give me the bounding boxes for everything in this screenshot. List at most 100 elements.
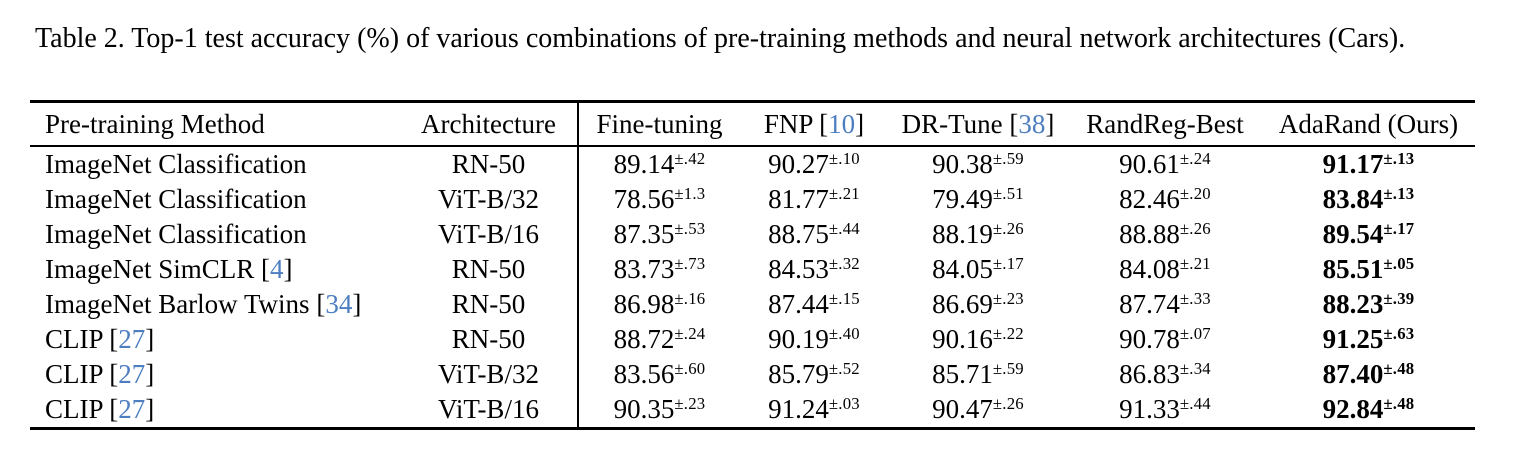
table-row: CLIP [27] ViT-B/16 90.35±.23 91.24±.03 90.47…	[30, 392, 1475, 429]
accuracy-value: 87.35	[613, 219, 675, 249]
value-cell: 90.27±.10	[740, 146, 888, 182]
citation-link[interactable]: 34	[325, 289, 353, 319]
citation-link[interactable]: 27	[118, 394, 146, 424]
stddev-superscript: ±.34	[1179, 358, 1211, 378]
stddev-superscript: ±.51	[992, 183, 1024, 203]
stddev-superscript: ±.20	[1179, 183, 1211, 203]
architecture-cell: RN-50	[400, 252, 579, 287]
citation-link[interactable]: 27	[118, 324, 146, 354]
value-cell: 84.08±.21	[1068, 252, 1262, 287]
column-header-fine-tuning: Fine-tuning	[578, 101, 740, 147]
label-text: Fine-tuning	[596, 108, 723, 139]
architecture-cell: RN-50	[400, 146, 579, 182]
stddev-superscript: ±.17	[992, 253, 1024, 273]
column-header-adarand-ours: AdaRand (Ours)	[1262, 101, 1475, 147]
value-cell: 85.71±.59	[888, 357, 1068, 392]
value-cell: 86.83±.34	[1068, 357, 1262, 392]
accuracy-value: 88.72	[613, 324, 675, 354]
value-cell: 90.78±.07	[1068, 322, 1262, 357]
value-cell: 91.24±.03	[740, 392, 888, 429]
stddev-superscript: ±.44	[828, 218, 860, 238]
stddev-superscript: ±.22	[992, 323, 1024, 343]
accuracy-value: 91.24	[768, 394, 829, 424]
accuracy-value: 90.35	[613, 394, 675, 424]
method-cell: ImageNet Classification	[30, 217, 400, 252]
stddev-superscript: ±.21	[1179, 253, 1211, 273]
accuracy-value: 90.38	[932, 149, 993, 179]
column-header-architecture: Architecture	[400, 101, 579, 147]
stddev-superscript: ±.32	[828, 253, 860, 273]
accuracy-value: 87.44	[768, 289, 829, 319]
stddev-superscript: ±.73	[674, 253, 706, 273]
architecture-cell: ViT-B/16	[400, 217, 579, 252]
citation-link[interactable]: 10	[828, 108, 856, 139]
value-cell: 88.19±.26	[888, 217, 1068, 252]
stddev-superscript: ±.07	[1179, 323, 1211, 343]
citation-link[interactable]: 27	[118, 359, 146, 389]
citation-link[interactable]: 4	[269, 254, 284, 284]
accuracy-value: 84.53	[768, 254, 829, 284]
accuracy-value: 83.73	[613, 254, 675, 284]
citation-link[interactable]: 38	[1018, 108, 1046, 139]
stddev-superscript: ±.26	[992, 393, 1024, 413]
value-cell: 89.14±.42	[578, 146, 740, 182]
stddev-superscript: ±.24	[1179, 148, 1211, 168]
value-cell: 91.17±.13	[1262, 146, 1475, 182]
accuracy-value: 79.49	[932, 184, 993, 214]
stddev-superscript: ±.13	[1383, 183, 1415, 203]
value-cell: 89.54±.17	[1262, 217, 1475, 252]
results-table: Pre-training Method Architecture Fine-tuni…	[30, 100, 1475, 430]
table-row: ImageNet Barlow Twins [34] RN-50 86.98±.16…	[30, 287, 1475, 322]
value-cell: 83.84±.13	[1262, 182, 1475, 217]
column-header-fnp: FNP [10]	[740, 101, 888, 147]
accuracy-value: 84.05	[932, 254, 993, 284]
table-caption: Table 2. Top-1 test accuracy (%) of vari…	[35, 23, 1406, 54]
column-header-dr-tune: DR-Tune [38]	[888, 101, 1068, 147]
label-text: AdaRand (Ours)	[1278, 108, 1459, 139]
label-text: ImageNet Classification	[45, 149, 307, 179]
value-cell: 90.19±.40	[740, 322, 888, 357]
architecture-cell: RN-50	[400, 322, 579, 357]
architecture-cell: ViT-B/32	[400, 357, 579, 392]
stddev-superscript: ±.44	[1179, 393, 1211, 413]
accuracy-value: 90.19	[768, 324, 829, 354]
value-cell: 90.47±.26	[888, 392, 1068, 429]
stddev-superscript: ±.59	[992, 358, 1024, 378]
accuracy-value: 91.33	[1119, 394, 1180, 424]
accuracy-value: 83.56	[613, 359, 675, 389]
label-text: RandReg-Best	[1086, 108, 1244, 139]
value-cell: 83.56±.60	[578, 357, 740, 392]
stddev-superscript: ±.15	[828, 288, 860, 308]
stddev-superscript: ±.60	[674, 358, 706, 378]
accuracy-value: 88.88	[1119, 219, 1180, 249]
label-text: ImageNet Classification	[45, 184, 307, 214]
table-body: ImageNet Classification RN-50 89.14±.42 90.…	[30, 146, 1475, 429]
value-cell: 87.35±.53	[578, 217, 740, 252]
architecture-cell: ViT-B/16	[400, 392, 579, 429]
accuracy-value: 86.98	[613, 289, 675, 319]
stddev-superscript: ±.48	[1383, 393, 1415, 413]
stddev-superscript: ±.42	[674, 148, 706, 168]
value-cell: 91.25±.63	[1262, 322, 1475, 357]
value-cell: 81.77±.21	[740, 182, 888, 217]
method-cell: ImageNet SimCLR [4]	[45, 254, 293, 284]
method-cell: CLIP [27]	[45, 324, 155, 354]
stddev-superscript: ±.21	[828, 183, 860, 203]
value-cell: 86.98±.16	[578, 287, 740, 322]
accuracy-value: 83.84	[1322, 184, 1384, 214]
method-cell: ImageNet Classification	[30, 146, 400, 182]
stddev-superscript: ±.03	[828, 393, 860, 413]
stddev-superscript: ±1.3	[674, 183, 706, 203]
stddev-superscript: ±.52	[828, 358, 860, 378]
value-cell: 85.51±.05	[1262, 252, 1475, 287]
label-text: DR-Tune	[901, 108, 1003, 139]
accuracy-value: 84.08	[1119, 254, 1180, 284]
value-cell: 82.46±.20	[1068, 182, 1262, 217]
table-row: CLIP [27] ViT-B/32 83.56±.60 85.79±.52 85.71…	[30, 357, 1475, 392]
stddev-superscript: ±.16	[674, 288, 706, 308]
accuracy-value: 87.74	[1119, 289, 1180, 319]
label-text: FNP	[763, 108, 813, 139]
column-header-pre-training-method: Pre-training Method	[30, 101, 400, 147]
accuracy-value: 90.61	[1119, 149, 1180, 179]
